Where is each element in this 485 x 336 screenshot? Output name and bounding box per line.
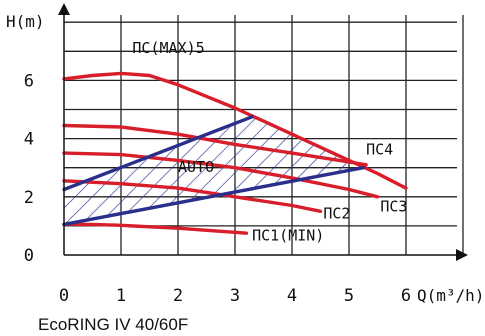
auto-region	[64, 115, 364, 225]
series-line-auto-upper	[62, 115, 254, 192]
y-axis-label: H(m)	[6, 12, 45, 31]
curve-label: AUTO	[178, 158, 214, 176]
series-line-pc3	[62, 151, 380, 199]
curve-label: ПС4	[366, 141, 393, 159]
x-tick-label: 4	[287, 286, 297, 306]
curve-label: ПС(MAX)5	[132, 39, 204, 57]
x-tick-label: 2	[173, 286, 183, 306]
curve-label: ПС1(MIN)	[252, 226, 324, 244]
curve-label: ПС2	[323, 205, 350, 223]
x-tick-label: 1	[116, 286, 126, 306]
x-tick-label: 3	[230, 286, 240, 306]
series-line-auto-lower	[62, 165, 365, 227]
tick-labels: 0 1 2 3 4 5 6 0 2 4 6	[24, 71, 411, 306]
grid	[64, 15, 464, 255]
x-tick-label: 6	[401, 286, 411, 306]
y-tick-label: 0	[24, 246, 34, 266]
series-line-pc1-min	[62, 222, 249, 235]
curve-label: ПС3	[380, 197, 407, 215]
x-axis-label: Q(m³/h)	[417, 286, 484, 305]
y-tick-label: 2	[24, 188, 34, 208]
series-line-pc4	[62, 123, 368, 167]
x-tick-label: 5	[344, 286, 354, 306]
series-line-pc2	[62, 179, 323, 214]
axes	[58, 3, 468, 261]
chart-caption: EcoRING IV 40/60F	[38, 315, 188, 334]
curve-labels: ПС(MAX)5 ПС4 AUTO ПС2 ПС3 ПС1(MIN)	[132, 39, 407, 245]
y-tick-label: 4	[24, 130, 34, 150]
series-layer	[62, 71, 408, 235]
y-tick-label: 6	[24, 71, 34, 91]
x-tick-label: 0	[59, 286, 69, 306]
